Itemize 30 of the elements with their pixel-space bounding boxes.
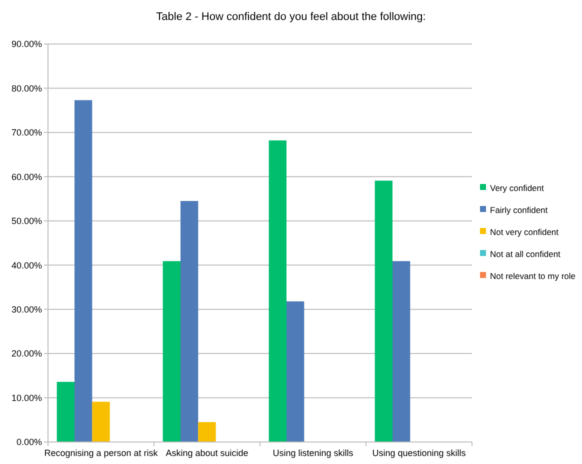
chart-title: Table 2 - How confident do you feel about the following: [156,11,426,23]
bar [56,382,74,442]
bar [286,301,304,442]
bar [92,402,110,442]
bar [74,100,92,442]
x-tick-label: Using questioning skills [372,448,466,458]
legend-label: Not relevant to my role [490,270,576,281]
legend-label: Not very confident [490,226,560,237]
y-tick-label: 90.00% [11,39,42,50]
legend-label: Very confident [490,182,545,193]
y-tick-label: 50.00% [11,216,42,226]
y-tick-label: 10.00% [11,392,42,403]
bar [180,200,198,442]
y-tick-label: 30.00% [11,304,42,314]
bar [392,261,410,442]
y-tick-label: 60.00% [11,172,42,182]
bar [268,140,286,442]
y-tick-label: 70.00% [11,128,42,138]
legend-label: Fairly confident [490,204,548,215]
y-tick-label: 40.00% [11,260,42,270]
bar [198,422,216,442]
bar [162,261,180,442]
legend-label: Not at all confident [490,248,562,259]
y-tick-label: 0.00% [16,437,42,448]
bar [374,180,392,442]
x-tick-label: Recognising a person at risk [44,448,158,458]
x-tick-label: Asking about suicide [166,448,248,458]
y-tick-label: 20.00% [11,348,42,359]
y-tick-label: 80.00% [11,83,42,94]
x-tick-label: Using listening skills [272,448,354,458]
